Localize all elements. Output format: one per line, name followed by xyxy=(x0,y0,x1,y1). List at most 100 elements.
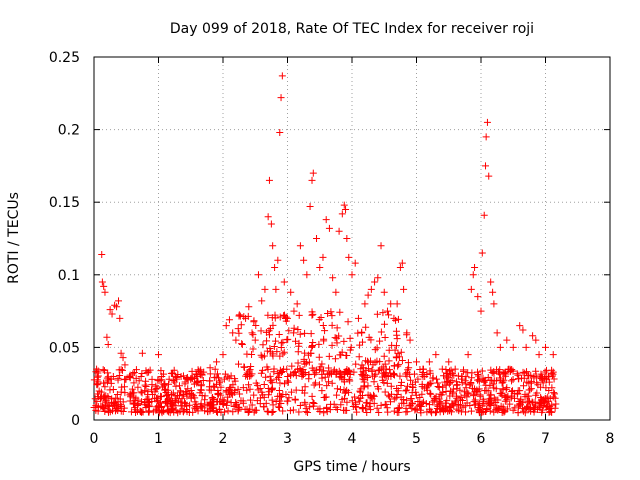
data-point xyxy=(451,399,459,407)
data-point xyxy=(177,372,185,380)
data-point xyxy=(374,385,382,393)
data-point xyxy=(95,387,103,395)
data-point xyxy=(116,395,124,403)
data-point xyxy=(381,360,389,368)
data-point xyxy=(514,409,522,417)
data-point xyxy=(310,366,318,374)
data-point xyxy=(522,343,530,351)
data-point xyxy=(315,340,323,348)
data-point xyxy=(391,371,399,379)
data-point xyxy=(385,346,393,354)
data-point xyxy=(525,399,533,407)
data-point xyxy=(508,388,516,396)
data-point xyxy=(157,403,165,411)
data-point xyxy=(478,249,486,257)
y-tick-label: 0.1 xyxy=(58,268,80,284)
data-point xyxy=(363,409,371,417)
data-point xyxy=(549,393,557,401)
data-point xyxy=(338,210,346,218)
data-point xyxy=(275,374,283,382)
data-point xyxy=(490,401,498,409)
data-point xyxy=(291,368,299,376)
data-point xyxy=(258,388,266,396)
data-point xyxy=(536,404,544,412)
data-point xyxy=(368,395,376,403)
data-point xyxy=(394,315,402,323)
data-point xyxy=(463,389,471,397)
data-point xyxy=(458,372,466,380)
data-point xyxy=(332,368,340,376)
data-point xyxy=(373,344,381,352)
data-point xyxy=(323,403,331,411)
data-point xyxy=(542,384,550,392)
data-point xyxy=(429,374,437,382)
data-point xyxy=(392,327,400,335)
data-point xyxy=(537,397,545,405)
chart-title: Day 099 of 2018, Rate Of TEC Index for r… xyxy=(170,21,534,37)
data-point xyxy=(395,408,403,416)
data-point xyxy=(442,402,450,410)
data-point xyxy=(119,398,127,406)
data-point xyxy=(128,385,136,393)
data-point xyxy=(417,409,425,417)
data-point xyxy=(404,359,412,367)
data-point xyxy=(260,380,268,388)
data-point xyxy=(141,387,149,395)
data-point xyxy=(94,367,102,375)
data-point xyxy=(330,400,338,408)
data-point xyxy=(340,337,348,345)
data-point xyxy=(272,337,280,345)
data-point xyxy=(365,402,373,410)
data-point xyxy=(418,390,426,398)
data-point xyxy=(345,388,353,396)
data-point xyxy=(247,396,255,404)
data-point xyxy=(272,285,280,293)
data-point xyxy=(191,398,199,406)
data-point xyxy=(356,397,364,405)
data-point xyxy=(301,349,309,357)
data-point xyxy=(244,409,252,417)
data-point xyxy=(447,366,455,374)
data-point xyxy=(257,327,265,335)
data-point xyxy=(113,401,121,409)
data-point xyxy=(321,327,329,335)
data-point xyxy=(261,285,269,293)
data-point xyxy=(342,205,350,213)
data-point xyxy=(296,402,304,410)
data-point xyxy=(284,335,292,343)
data-point xyxy=(550,375,558,383)
data-point xyxy=(385,393,393,401)
data-point xyxy=(137,373,145,381)
data-point xyxy=(386,366,394,374)
data-point xyxy=(411,406,419,414)
data-point xyxy=(365,333,373,341)
data-point xyxy=(336,308,344,316)
data-point xyxy=(215,389,223,397)
data-point xyxy=(430,396,438,404)
data-point xyxy=(157,367,165,375)
data-point xyxy=(345,253,353,261)
data-point xyxy=(320,409,328,417)
x-tick-label: 8 xyxy=(606,431,615,447)
y-tick-label: 0 xyxy=(71,413,80,429)
data-point xyxy=(166,400,174,408)
data-point xyxy=(483,118,491,126)
data-point xyxy=(434,379,442,387)
data-point xyxy=(121,361,129,369)
data-point xyxy=(385,311,393,319)
data-point xyxy=(407,402,415,410)
data-point xyxy=(467,407,475,415)
data-point xyxy=(400,399,408,407)
data-point xyxy=(390,407,398,415)
data-point xyxy=(307,349,315,357)
data-point xyxy=(447,403,455,411)
data-point xyxy=(333,324,341,332)
data-point xyxy=(474,387,482,395)
data-point xyxy=(165,375,173,383)
data-point xyxy=(92,403,100,411)
data-point xyxy=(316,405,324,413)
data-point xyxy=(329,274,337,282)
data-point xyxy=(158,372,166,380)
data-point xyxy=(265,331,273,339)
data-point xyxy=(246,385,254,393)
